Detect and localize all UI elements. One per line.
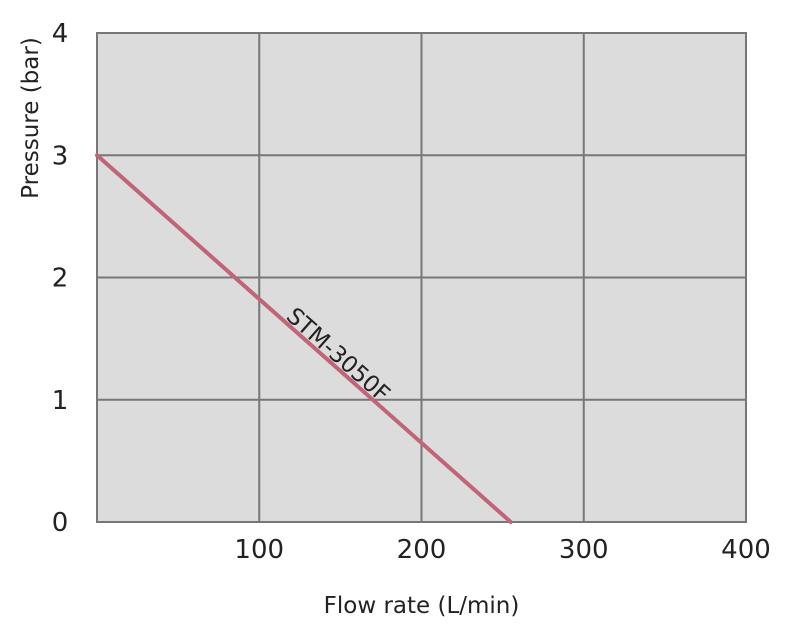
x-tick-label: 100: [234, 535, 284, 565]
y-tick-label: 3: [52, 141, 69, 171]
x-tick-labels: 100 200 300 400: [234, 535, 770, 565]
y-tick-label: 4: [52, 19, 69, 49]
x-tick-label: 400: [721, 535, 771, 565]
series-layer: [95, 153, 513, 524]
y-tick-label: 1: [52, 386, 69, 416]
y-tick-labels: 0 1 2 3 4: [52, 19, 69, 538]
x-tick-label: 300: [559, 535, 609, 565]
y-tick-label: 2: [52, 264, 69, 294]
y-axis-label: Pressure (bar): [18, 37, 44, 199]
x-axis-label: Flow rate (L/min): [324, 593, 520, 619]
series-line: [95, 153, 513, 524]
x-tick-label: 200: [397, 535, 447, 565]
y-tick-label: 0: [52, 508, 69, 538]
